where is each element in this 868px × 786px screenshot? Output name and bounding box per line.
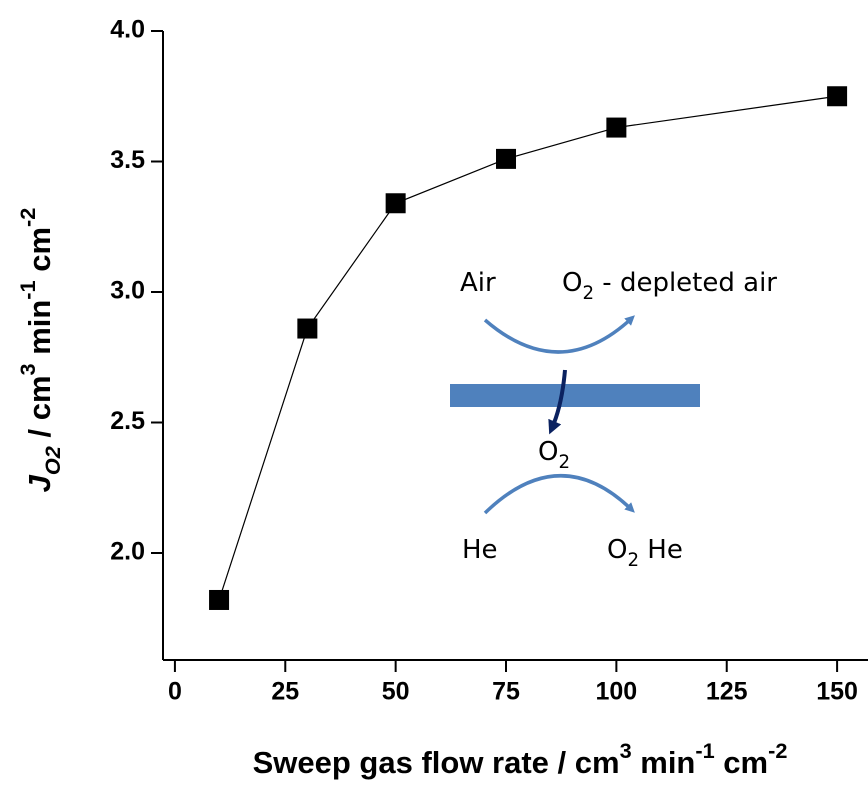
annotation: He — [462, 535, 498, 565]
text-part: min — [632, 745, 696, 780]
text-part: O — [607, 535, 627, 565]
text-part: - depleted air — [594, 268, 777, 298]
text-part: -2 — [15, 208, 40, 227]
text-part: -1 — [695, 738, 714, 763]
he-flow-arrow — [483, 474, 635, 515]
text-part: / cm — [22, 375, 57, 446]
text-part: 2 — [627, 550, 639, 571]
annotation: O2 - depleted air — [562, 268, 777, 304]
text-part: -2 — [768, 738, 787, 763]
text-part: He — [639, 535, 683, 565]
text-part: O — [538, 437, 558, 467]
text-part: 3 — [620, 738, 632, 763]
text-part: O2 — [40, 446, 65, 475]
y-tick-label: 3.5 — [110, 146, 145, 174]
x-axis-title: Sweep gas flow rate / cm3 min-1 cm-2 — [253, 738, 788, 780]
text-part: cm — [22, 227, 57, 280]
data-point — [385, 193, 406, 214]
x-tick-label: 100 — [596, 678, 638, 706]
text-part: cm — [715, 745, 768, 780]
x-tick-label: 150 — [816, 678, 858, 706]
series-line — [218, 95, 838, 601]
y-tick-label: 3.0 — [110, 277, 145, 305]
text-part: 3 — [15, 363, 40, 375]
y-axis-title: JO2 / cm3 min-1 cm-2 — [15, 208, 65, 493]
annotation: O2 — [538, 437, 570, 473]
data-point — [209, 589, 230, 610]
text-part: 2 — [558, 452, 570, 473]
text-part: -1 — [15, 280, 40, 299]
data-point — [297, 318, 318, 339]
data-point — [496, 148, 517, 169]
text-part: min — [22, 300, 57, 364]
annotation: O2 He — [607, 535, 683, 571]
x-tick-label: 125 — [706, 678, 748, 706]
text-part: 2 — [582, 283, 594, 304]
oxygen-permeation-arrow — [548, 369, 567, 435]
text-part: Sweep gas flow rate / cm — [253, 745, 620, 780]
text-part: O — [562, 268, 582, 298]
y-tick-label: 4.0 — [110, 16, 145, 44]
membrane — [450, 384, 700, 407]
x-tick-label: 75 — [492, 678, 520, 706]
data-point — [827, 86, 848, 107]
x-tick-label: 50 — [382, 678, 410, 706]
y-tick-label: 2.0 — [110, 538, 145, 566]
air-flow-arrow — [483, 315, 635, 354]
text-part: J — [22, 474, 57, 492]
text-part: He — [462, 535, 498, 565]
text-part: Air — [460, 268, 496, 298]
x-tick-label: 25 — [271, 678, 299, 706]
y-tick-label: 2.5 — [110, 407, 145, 435]
data-point — [606, 117, 627, 138]
annotation: Air — [460, 268, 496, 298]
x-tick-label: 0 — [168, 678, 182, 706]
